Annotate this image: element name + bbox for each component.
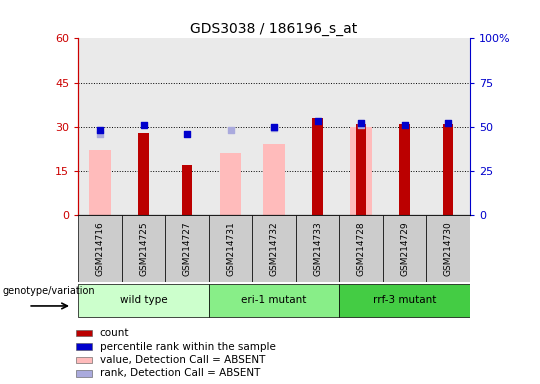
Point — [270, 124, 279, 130]
Text: GSM214727: GSM214727 — [183, 221, 192, 276]
Bar — [296, 215, 339, 282]
Text: rank, Detection Call = ABSENT: rank, Detection Call = ABSENT — [100, 368, 260, 379]
Point — [357, 120, 366, 126]
Bar — [252, 215, 296, 282]
Text: eri-1 mutant: eri-1 mutant — [241, 295, 307, 306]
Bar — [426, 215, 470, 282]
Bar — [76, 330, 92, 336]
Bar — [426, 38, 470, 215]
Point — [96, 131, 104, 137]
Bar — [76, 343, 92, 350]
Bar — [78, 215, 122, 282]
Text: GSM214716: GSM214716 — [96, 221, 105, 276]
Bar — [76, 357, 92, 363]
Text: count: count — [100, 328, 129, 338]
Bar — [383, 215, 426, 282]
Point — [400, 122, 409, 128]
Text: percentile rank within the sample: percentile rank within the sample — [100, 341, 275, 352]
Point — [139, 122, 148, 128]
Bar — [209, 38, 252, 215]
Bar — [339, 284, 470, 317]
Point — [226, 127, 235, 133]
Bar — [383, 38, 426, 215]
Bar — [76, 370, 92, 377]
Bar — [350, 127, 372, 215]
Bar — [78, 284, 209, 317]
Bar — [209, 284, 339, 317]
Text: GSM214731: GSM214731 — [226, 221, 235, 276]
Bar — [263, 144, 285, 215]
Point — [444, 120, 453, 126]
Title: GDS3038 / 186196_s_at: GDS3038 / 186196_s_at — [191, 22, 357, 36]
Bar — [138, 132, 149, 215]
Point — [313, 118, 322, 124]
Bar — [165, 38, 209, 215]
Bar — [165, 215, 209, 282]
Text: genotype/variation: genotype/variation — [3, 286, 96, 296]
Bar — [339, 215, 383, 282]
Bar — [89, 150, 111, 215]
Bar — [339, 38, 383, 215]
Bar — [78, 38, 122, 215]
Text: value, Detection Call = ABSENT: value, Detection Call = ABSENT — [100, 355, 265, 365]
Text: GSM214730: GSM214730 — [443, 221, 453, 276]
Point — [270, 126, 279, 132]
Text: GSM214733: GSM214733 — [313, 221, 322, 276]
Bar — [356, 124, 367, 215]
Text: GSM214725: GSM214725 — [139, 221, 148, 276]
Bar — [296, 38, 339, 215]
Text: GSM214732: GSM214732 — [269, 221, 279, 276]
Point — [357, 122, 366, 128]
Text: GSM214729: GSM214729 — [400, 221, 409, 276]
Bar — [252, 38, 296, 215]
Bar — [209, 215, 252, 282]
Bar — [312, 118, 323, 215]
Point — [96, 127, 104, 133]
Text: GSM214728: GSM214728 — [356, 221, 366, 276]
Bar — [220, 153, 241, 215]
Bar — [399, 124, 410, 215]
Text: wild type: wild type — [120, 295, 167, 306]
Bar — [122, 38, 165, 215]
Bar — [122, 215, 165, 282]
Bar — [181, 165, 192, 215]
Bar — [443, 124, 454, 215]
Text: rrf-3 mutant: rrf-3 mutant — [373, 295, 436, 306]
Point — [183, 131, 191, 137]
